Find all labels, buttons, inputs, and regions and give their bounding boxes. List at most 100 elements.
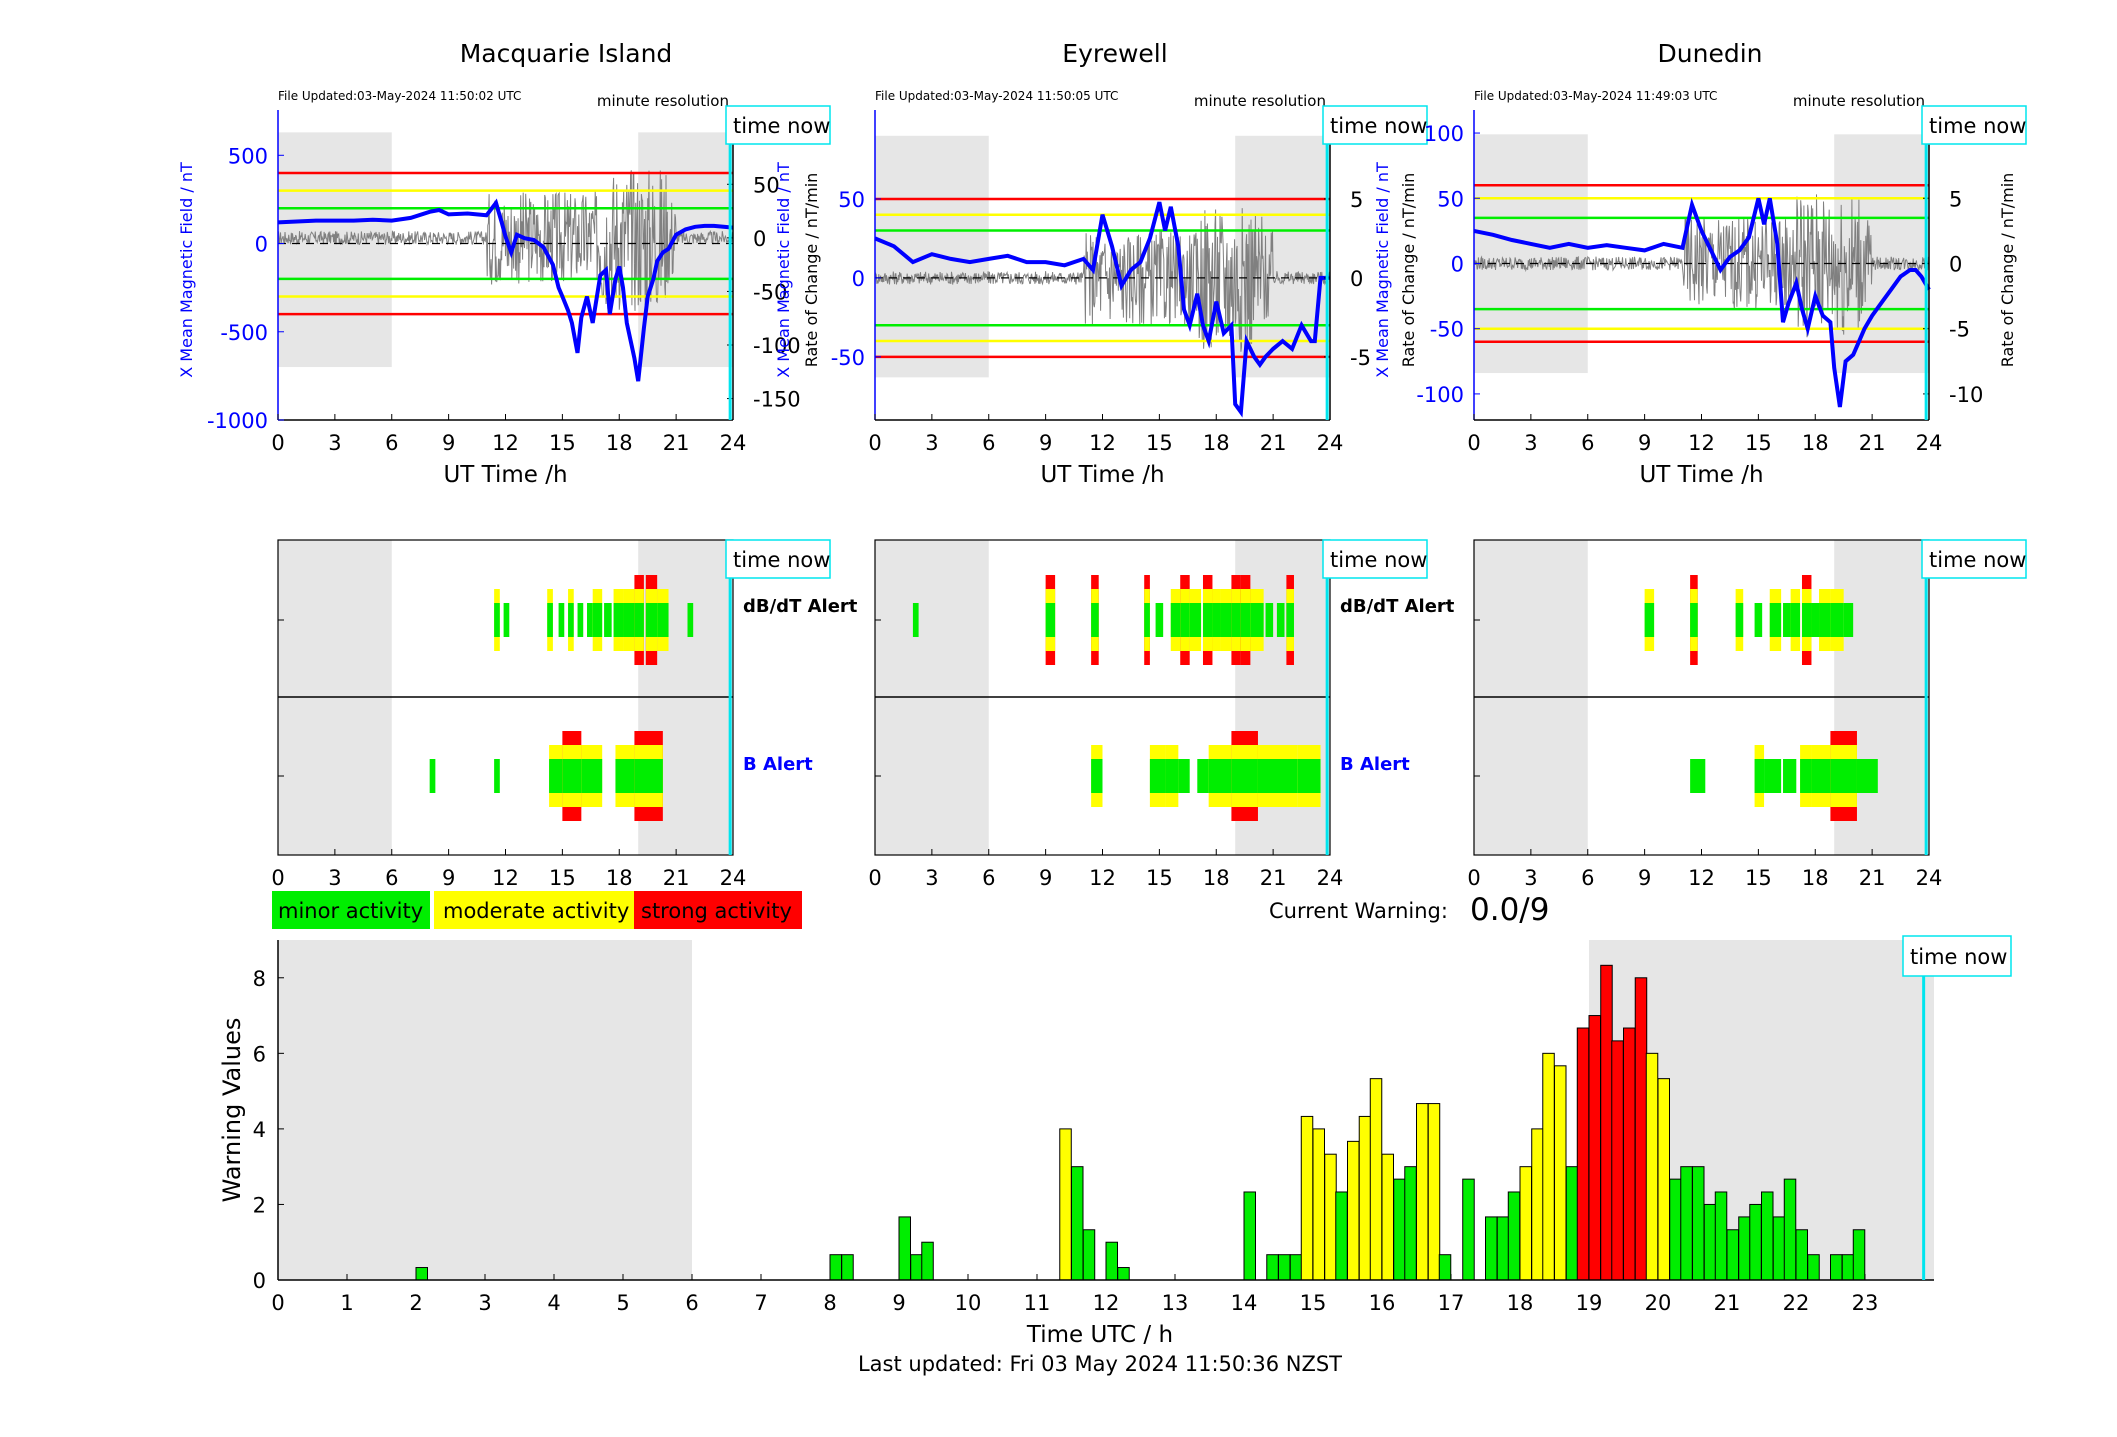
warning-y-tick-label: 2	[253, 1193, 266, 1217]
warning-bar	[1358, 1115, 1372, 1281]
b-minor-block	[1783, 759, 1797, 793]
b-alert-label: B Alert	[743, 754, 813, 775]
dbdt-minor-block	[687, 603, 694, 637]
warning-x-tick-label: 19	[1576, 1291, 1603, 1315]
left-tick-label: -50	[1430, 318, 1464, 342]
warning-y-tick-label: 0	[253, 1269, 266, 1293]
dbdt-minor-block	[1091, 603, 1099, 637]
dbdt-minor-block	[1231, 603, 1241, 637]
warning-bar	[1623, 1027, 1636, 1281]
warning-bar	[1335, 1191, 1348, 1281]
warning-bar	[1243, 1191, 1256, 1281]
right-tick-label: 5	[1350, 188, 1363, 212]
dbdt-minor-block	[645, 603, 658, 637]
alert-x-tick-label: 0	[1467, 866, 1480, 890]
dbdt-minor-block	[1690, 603, 1698, 637]
warning-bar	[1795, 1229, 1808, 1281]
right-tick-label: -50	[753, 280, 787, 304]
warning-x-axis-label: Time UTC / h	[1026, 1322, 1173, 1348]
alert-x-tick-label: 24	[1916, 866, 1943, 890]
alert-x-tick-label: 15	[1146, 866, 1173, 890]
b-minor-block	[1149, 759, 1166, 793]
dbdt-minor-block	[634, 603, 644, 637]
time-now-box	[1921, 105, 2027, 145]
dbdt-minor-block	[1180, 603, 1190, 637]
warning-x-tick-label: 14	[1231, 1291, 1258, 1315]
x-tick-label: 9	[1638, 431, 1651, 455]
warning-y-axis-label: Warning Values	[218, 1018, 246, 1203]
right-tick-label: 50	[753, 173, 780, 197]
warning-x-tick-label: 0	[271, 1291, 284, 1315]
dbdt-minor-block	[587, 603, 593, 637]
right-tick-label: -10	[1949, 383, 1983, 407]
warning-bar	[1427, 1103, 1441, 1281]
warning-bar	[1634, 977, 1648, 1281]
warning-bar	[1393, 1178, 1406, 1281]
warning-bar	[1761, 1191, 1774, 1281]
dbdt-minor-block	[1155, 603, 1164, 637]
alert-time-now-box	[1921, 539, 2027, 579]
dbdt-minor-block	[1843, 603, 1854, 637]
warning-bar	[1485, 1216, 1498, 1281]
warning-x-tick-label: 23	[1852, 1291, 1879, 1315]
alert-time-now-label: time now	[1929, 548, 2026, 572]
warning-y-tick-label: 6	[253, 1042, 266, 1066]
alert-x-tick-label: 21	[663, 866, 690, 890]
dbdt-minor-block	[1754, 603, 1763, 637]
b-minor-block	[549, 759, 563, 793]
warning-bar	[910, 1254, 923, 1281]
x-tick-label: 15	[1146, 431, 1173, 455]
mean-field-line	[277, 198, 734, 382]
right-axis-label: Rate of Change / nT/min	[802, 173, 821, 368]
alert-x-tick-label: 15	[549, 866, 576, 890]
left-axis-label: X Mean Magnetic Field / nT	[177, 162, 196, 378]
alert-x-tick-label: 9	[442, 866, 455, 890]
x-tick-label: 24	[1317, 431, 1344, 455]
right-tick-label: 0	[1350, 267, 1363, 291]
warning-bar	[1749, 1203, 1762, 1281]
left-tick-label: -50	[831, 346, 865, 370]
dbdt-minor-block	[1220, 603, 1232, 637]
warning-x-tick-label: 3	[478, 1291, 491, 1315]
b-minor-block	[1257, 759, 1298, 793]
warning-bar	[1852, 1229, 1866, 1281]
dbdt-minor-block	[1189, 603, 1202, 637]
warning-bar	[1059, 1128, 1072, 1281]
b-minor-block	[1091, 759, 1103, 793]
dbdt-minor-block	[1830, 603, 1844, 637]
x-tick-label: 0	[1467, 431, 1480, 455]
warning-bar	[1726, 1229, 1739, 1281]
warning-bar	[1600, 964, 1613, 1281]
x-tick-label: 6	[1581, 431, 1594, 455]
alert-x-tick-label: 24	[720, 866, 747, 890]
x-tick-label: 18	[606, 431, 633, 455]
x-tick-label: 12	[492, 431, 519, 455]
b-minor-block	[634, 759, 663, 793]
alert-x-tick-label: 6	[982, 866, 995, 890]
warning-bar	[1807, 1254, 1820, 1281]
dbdt-minor-block	[558, 603, 565, 637]
night-shade	[1474, 134, 1588, 374]
warning-bar	[1611, 1040, 1624, 1281]
alert-x-tick-label: 21	[1260, 866, 1287, 890]
warning-x-tick-label: 5	[616, 1291, 629, 1315]
x-axis-label: UT Time /h	[1040, 462, 1164, 488]
warning-bar	[1576, 1027, 1590, 1281]
x-tick-label: 24	[720, 431, 747, 455]
alert-x-tick-label: 12	[1089, 866, 1116, 890]
warning-x-tick-label: 20	[1645, 1291, 1672, 1315]
warning-bar	[1404, 1166, 1417, 1281]
left-tick-label: -100	[1416, 383, 1464, 407]
right-tick-label: 0	[753, 227, 766, 251]
b-minor-block	[615, 759, 635, 793]
warning-bar	[1381, 1153, 1394, 1281]
rate-of-change-trace	[277, 170, 734, 311]
time-now-label: time now	[1330, 114, 1427, 138]
alert-x-tick-label: 15	[1745, 866, 1772, 890]
x-tick-label: 6	[385, 431, 398, 455]
warning-time-now-label: time now	[1910, 945, 2007, 969]
dbdt-minor-block	[1276, 603, 1285, 637]
dbdt-minor-block	[577, 603, 584, 637]
current-warning-value: 0.0/9	[1470, 892, 1549, 928]
